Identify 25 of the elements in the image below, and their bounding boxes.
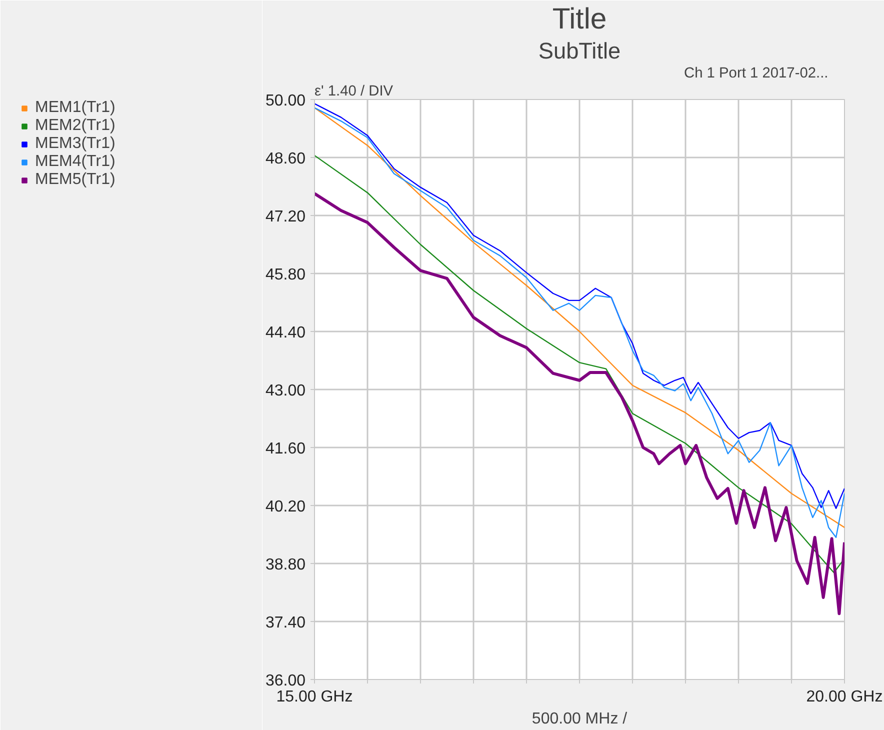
legend-label: MEM2(Tr1) xyxy=(35,117,116,135)
x-axis-title: 500.00 MHz / xyxy=(532,710,628,728)
y-tick-label: 43.00 xyxy=(265,382,306,400)
y-tick-label: 41.60 xyxy=(265,440,306,458)
chart-title: Title xyxy=(552,2,607,36)
legend-label: MEM4(Tr1) xyxy=(35,153,116,171)
legend-label: MEM3(Tr1) xyxy=(35,135,116,153)
legend-label: MEM1(Tr1) xyxy=(35,99,116,117)
text: Ch 1 Port 1 2017-02... xyxy=(684,66,828,82)
y-tick-label: 48.60 xyxy=(265,150,306,168)
line-series xyxy=(314,154,844,574)
y-tick-label: 38.80 xyxy=(265,556,306,574)
x-tick-label: 20.00 GHz xyxy=(806,688,883,706)
y-tick-label: 45.80 xyxy=(265,266,306,284)
y-tick-label: 50.00 xyxy=(265,92,306,110)
annotation: ε' 1.40 / DIV xyxy=(314,84,394,100)
line-series xyxy=(314,192,844,616)
y-tick-label: 36.00 xyxy=(265,672,306,690)
chart-subtitle: SubTitle xyxy=(538,38,621,64)
y-tick-label: 37.40 xyxy=(265,614,306,632)
y-tick-label: 47.20 xyxy=(265,208,306,226)
y-tick-label: 44.40 xyxy=(265,324,306,342)
y-tick-label: 40.20 xyxy=(265,498,306,516)
x-tick-label: 15.00 GHz xyxy=(276,688,353,706)
legend-label: MEM5(Tr1) xyxy=(35,171,116,189)
